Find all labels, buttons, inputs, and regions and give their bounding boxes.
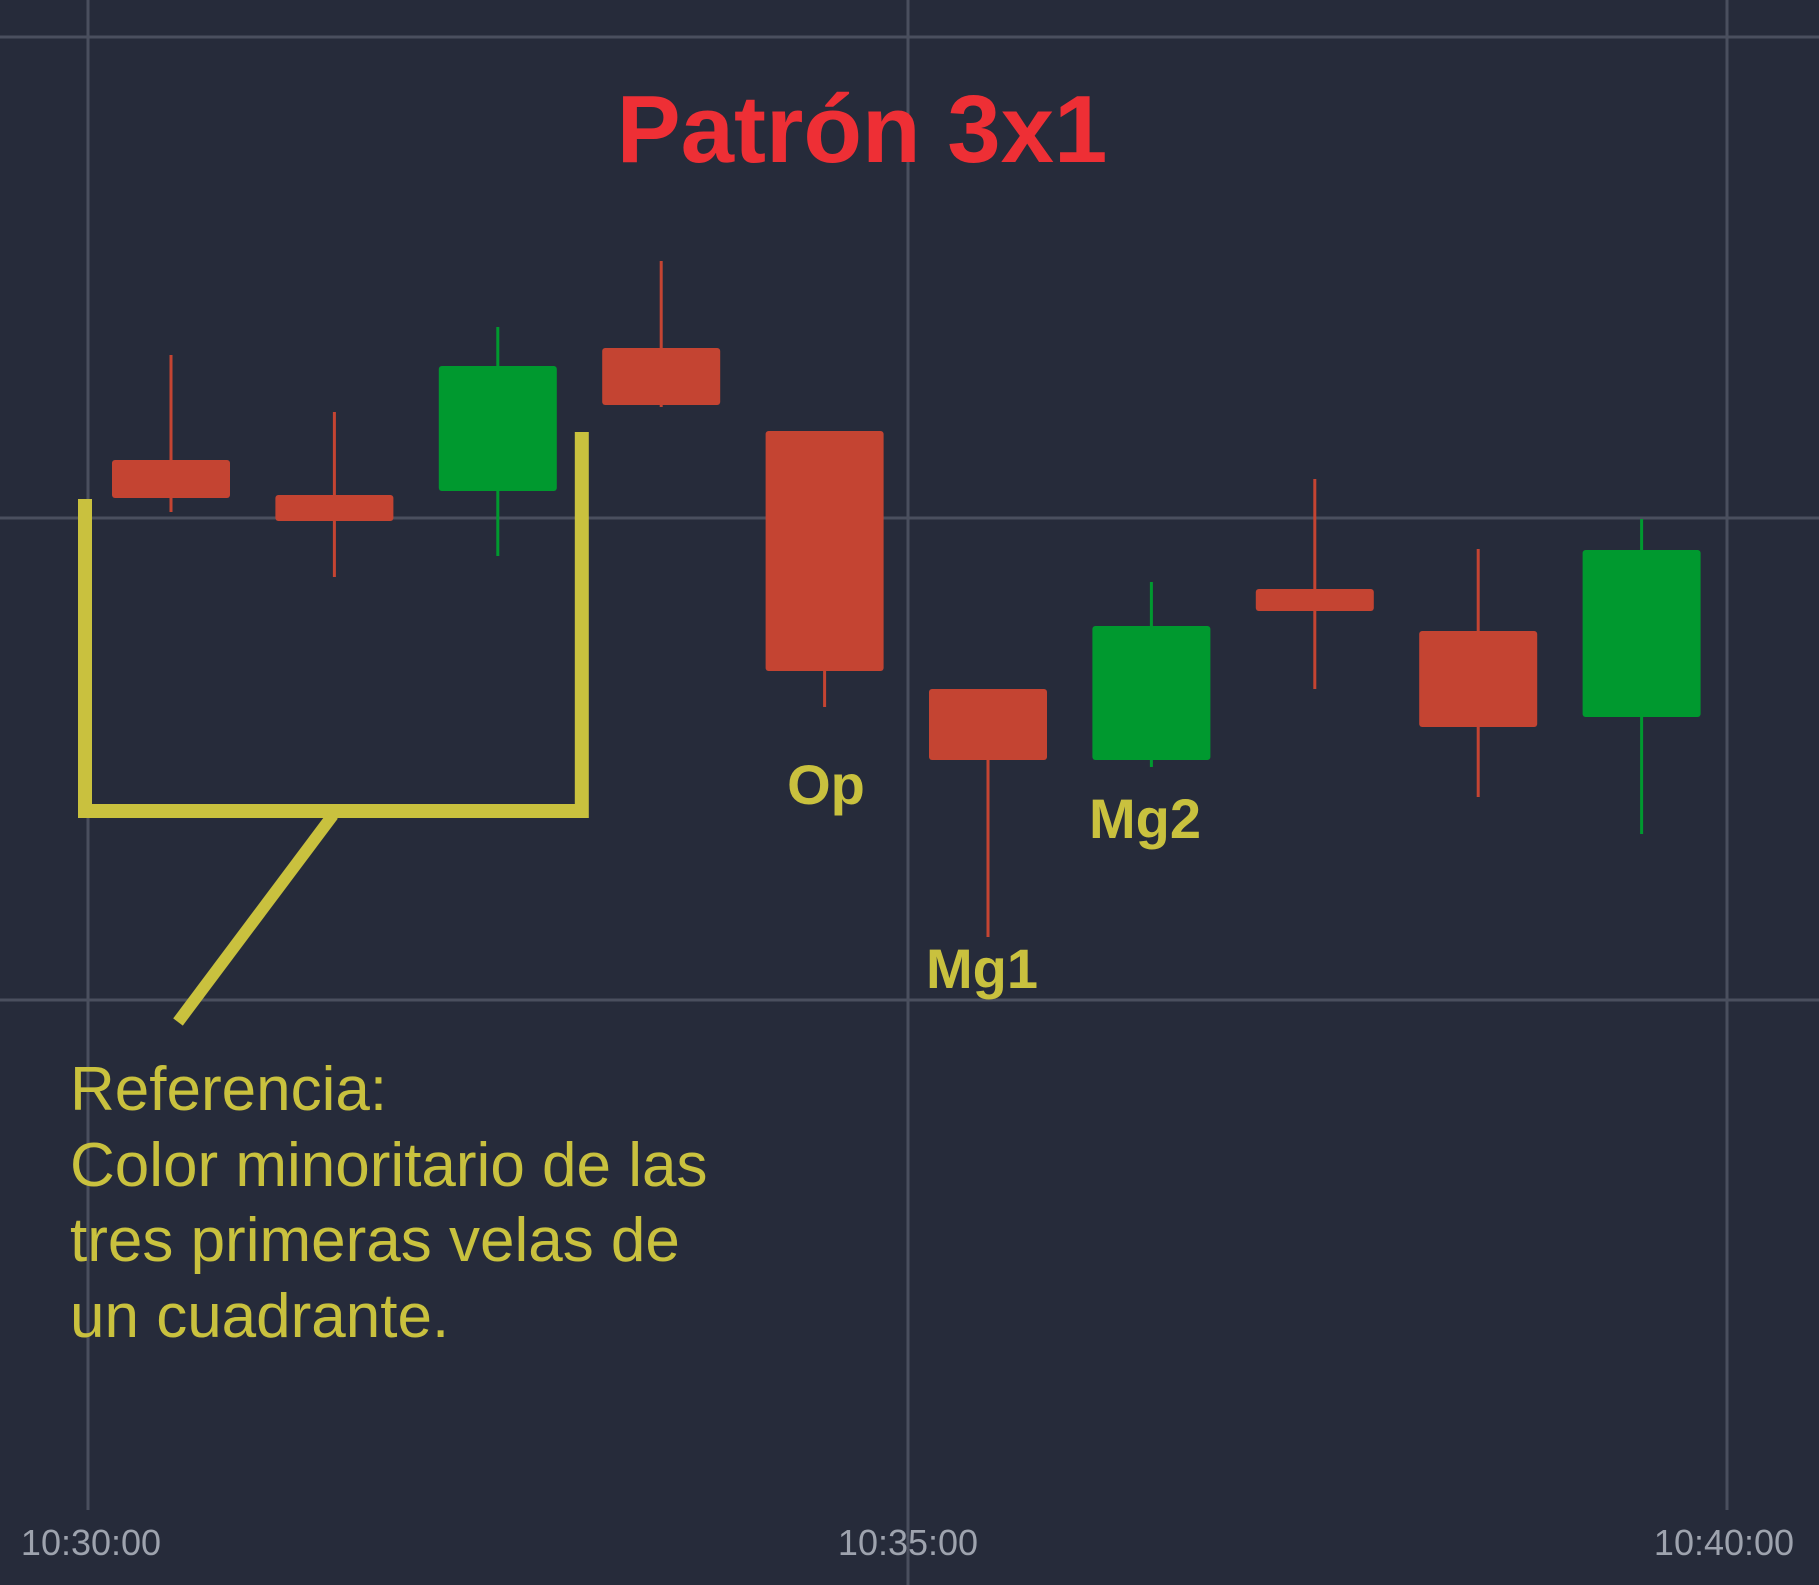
candle-6-body xyxy=(1092,626,1211,760)
reference-pointer-line xyxy=(173,811,338,1026)
candle-5-body xyxy=(929,689,1047,760)
candle-4-body xyxy=(765,431,884,671)
reference-bracket-outline xyxy=(78,432,589,818)
reference-bracket xyxy=(78,432,589,1026)
x-tick-1040: 10:40:00 xyxy=(1654,1522,1794,1563)
x-tick-1030: 10:30:00 xyxy=(21,1522,161,1563)
reference-note: Referencia: Color minoritario de las tre… xyxy=(70,1055,707,1351)
candle-9-body xyxy=(1582,550,1701,717)
candle-2-body xyxy=(438,366,557,491)
chart-title: Patrón 3x1 xyxy=(617,76,1108,183)
note-line-2: Color minoritario de las xyxy=(70,1131,707,1200)
candles xyxy=(112,261,1701,937)
candle-1-body xyxy=(275,495,394,521)
marker-mg1: Mg1 xyxy=(926,937,1038,1000)
candle-0-body xyxy=(112,460,230,498)
marker-mg2: Mg2 xyxy=(1089,787,1201,850)
operation-markers: Op Mg1 Mg2 xyxy=(787,753,1201,1000)
x-tick-1035: 10:35:00 xyxy=(838,1522,978,1563)
candle-3-body xyxy=(602,348,721,405)
x-axis: 10:30:00 10:35:00 10:40:00 xyxy=(21,1522,1794,1563)
note-line-3: tres primeras velas de xyxy=(70,1206,680,1275)
note-line-1: Referencia: xyxy=(70,1055,387,1124)
note-line-4: un cuadrante. xyxy=(70,1282,449,1351)
candle-7-body xyxy=(1255,589,1374,611)
candle-8-body xyxy=(1419,631,1538,727)
marker-op: Op xyxy=(787,753,865,816)
